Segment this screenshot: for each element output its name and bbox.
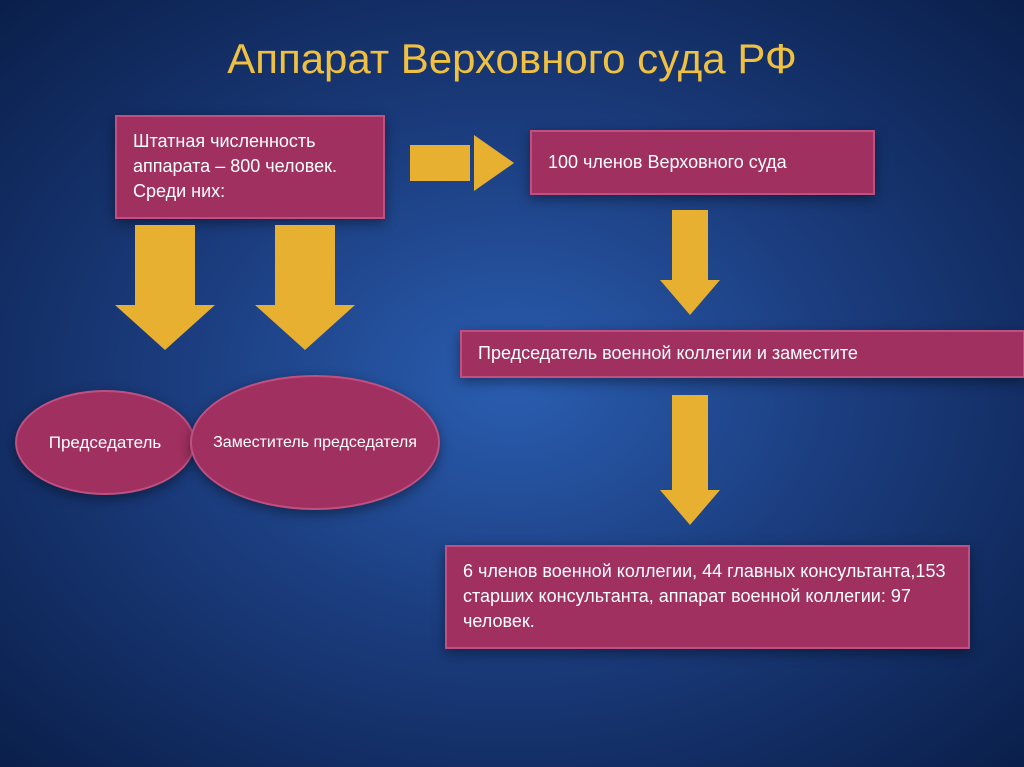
arrow-members-to-military (660, 210, 720, 315)
arrow-down-left-1 (115, 225, 215, 350)
staffing-box: Штатная численность аппарата – 800 челов… (115, 115, 385, 219)
arrow-down-left-2 (255, 225, 355, 350)
arrow-staffing-to-members (410, 135, 514, 191)
chair-ellipse: Председатель (15, 390, 195, 495)
deputy-ellipse: Заместитель председателя (190, 375, 440, 510)
members-box: 100 членов Верховного суда (530, 130, 875, 195)
military-chair-box: Председатель военной коллегии и заместит… (460, 330, 1024, 378)
page-title: Аппарат Верховного суда РФ (0, 0, 1024, 83)
detail-box: 6 членов военной коллегии, 44 главных ко… (445, 545, 970, 649)
arrow-military-to-detail (660, 395, 720, 525)
